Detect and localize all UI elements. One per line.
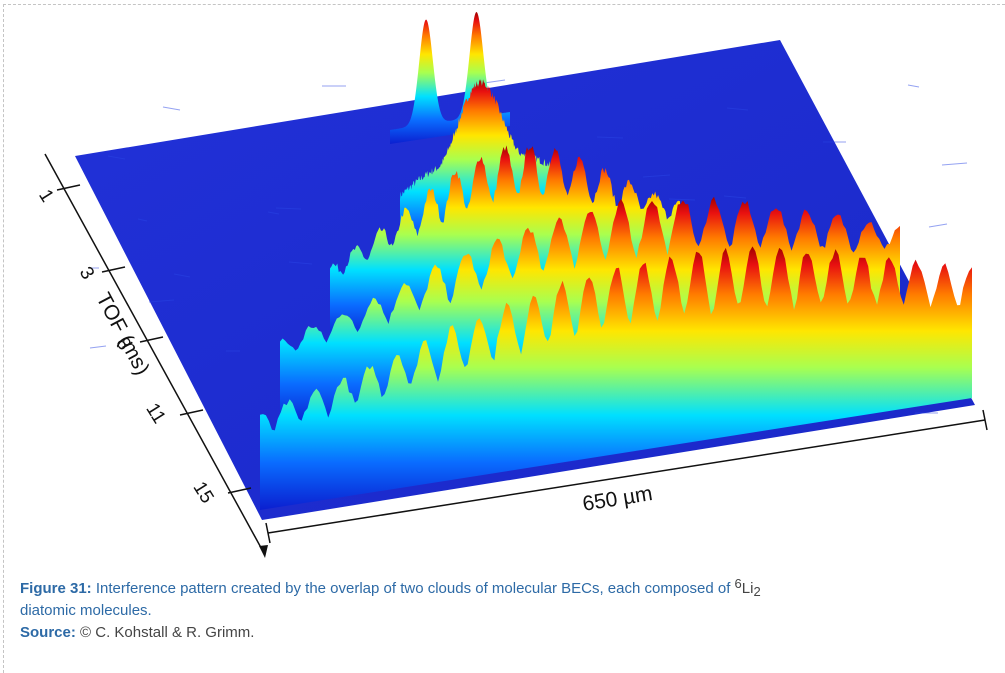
y-tick-label-3: 3 bbox=[75, 263, 98, 283]
isotope-superscript: 6 bbox=[734, 576, 742, 591]
y-tick-1: 1 bbox=[34, 184, 81, 206]
y-axis-arrow bbox=[259, 545, 268, 558]
figure-label: Figure 31: bbox=[20, 580, 92, 597]
caption-text-end: diatomic molecules. bbox=[20, 602, 152, 619]
y-tick-11: 11 bbox=[141, 400, 204, 428]
y-tick-3: 3 bbox=[75, 263, 126, 283]
caption-text: Interference pattern created by the over… bbox=[95, 580, 731, 597]
y-axis-line bbox=[44, 153, 266, 556]
x-axis-label: 650 µm bbox=[581, 482, 654, 516]
source-text: © C. Kohstall & R. Grimm. bbox=[80, 624, 255, 641]
molecule-subscript: 2 bbox=[753, 584, 761, 599]
figure-caption: Figure 31: Interference pattern created … bbox=[20, 576, 995, 644]
surface-plot: 1 3 8 11 15 TOF (ms) 650 µm bbox=[34, 12, 988, 558]
x-axis-line bbox=[267, 419, 986, 534]
source-line: Source: © C. Kohstall & R. Grimm. bbox=[20, 622, 995, 644]
surface-ridges bbox=[260, 12, 972, 510]
y-tick-15: 15 bbox=[188, 478, 252, 507]
x-axis-cap-right bbox=[982, 409, 988, 431]
x-axis-cap-left bbox=[265, 522, 271, 544]
y-tick-label-11: 11 bbox=[141, 400, 169, 428]
y-tick-label-15: 15 bbox=[188, 478, 217, 507]
y-tick-label-1: 1 bbox=[34, 186, 57, 206]
source-label: Source: bbox=[20, 624, 76, 641]
ridge-tof-15 bbox=[260, 246, 972, 510]
element-symbol: Li bbox=[741, 580, 754, 597]
figure-frame bbox=[3, 4, 1005, 673]
